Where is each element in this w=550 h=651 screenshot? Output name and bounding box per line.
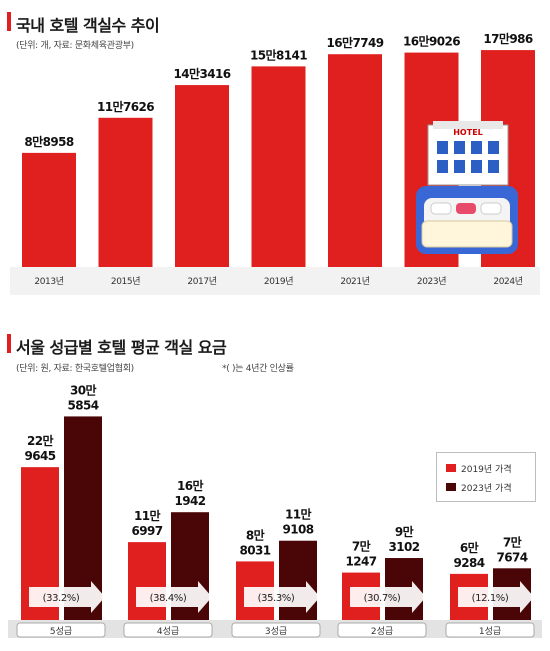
x-tick-label: 2015년 [111,276,140,287]
data-label: 3102 [389,540,420,554]
increase-arrow [458,581,534,613]
hotel-sign: HOTEL [453,128,483,137]
data-label: 15만8141 [250,47,307,62]
data-label: 11만 [134,508,160,523]
top-chart-title: 국내 호텔 객실수 추이 [16,16,160,35]
room-count-chart: 8만8958 2013년 11만7626 2015년 14만3416 2017년 15만81… [10,31,540,295]
x-axis-band [10,267,540,295]
data-label: 5854 [68,398,99,412]
increase-rate-label: (33.2%) [43,593,80,604]
bar [64,416,102,620]
data-label: 30만 [70,382,96,397]
top-title-accent-bar [7,12,11,31]
data-label: 11만7626 [97,99,154,114]
legend-label-2023: 2023년 가격 [461,483,512,494]
data-label: 11만 [285,507,311,522]
hotel-illustration-icon: HOTEL [416,121,518,254]
legend-label-2019: 2019년 가격 [461,464,512,475]
data-label: 6만 [460,540,479,555]
category-pill [123,622,213,638]
hotel-window [437,160,448,173]
legend-item-2019: 2019년 가격 [446,462,512,475]
hotel-window [454,160,465,173]
bar [22,152,76,267]
increase-arrow [244,581,320,613]
legend-swatch-2019 [446,464,456,472]
data-label: 7만 [352,539,371,554]
hotel-window [437,141,448,154]
hotel-building [427,124,509,186]
x-tick-label: 2023년 [417,276,446,287]
data-label: 1942 [175,494,206,508]
legend-item-2023: 2023년 가격 [446,481,512,494]
data-label: 8만8958 [24,134,73,149]
data-label: 7674 [497,550,528,564]
x-tick-label: 2021년 [340,276,369,287]
bottom-title-accent-bar [7,334,11,353]
data-label: 16만 [177,478,203,493]
category-pill [337,622,427,638]
hotel-window [471,141,482,154]
increase-rate-label: (30.7%) [364,593,401,604]
x-tick-label: 3성급 [265,626,287,637]
bar [175,85,229,267]
increase-arrow [29,581,105,613]
bed-pillow [430,202,452,215]
category-pill [231,622,321,638]
x-tick-label: 2성급 [371,626,393,637]
bar [251,66,306,268]
bar [279,540,317,620]
increase-rate-label: (12.1%) [472,593,509,604]
data-label: 16만9026 [403,34,460,49]
x-tick-label: 2013년 [34,276,63,287]
data-label: 22만 [27,433,53,448]
data-label: 7만 [503,534,522,549]
x-tick-label: 2019년 [264,276,293,287]
data-label: 8만 [246,527,265,542]
data-label: 9만 [395,524,414,539]
bed-pillow [480,202,502,215]
bed-blanket [421,220,513,248]
category-pill [445,622,535,638]
hotel-window [488,160,499,173]
chart-legend: 2019년 가격 2023년 가격 [436,452,536,502]
data-label: 8031 [240,543,271,557]
increase-arrow [350,581,426,613]
data-label: 14만3416 [174,66,231,81]
bottom-chart-note: *( )는 4년간 인상률 [222,364,294,374]
bar [98,117,153,267]
hotel-roof [433,121,503,129]
x-tick-label: 4성급 [157,626,179,637]
data-label: 9284 [454,556,485,570]
data-label: 16만7749 [327,35,384,50]
top-chart-source: (단위: 개, 자료: 문화체육관광부) [16,41,134,51]
x-tick-label: 2024년 [493,276,522,287]
legend-swatch-2023 [446,483,456,491]
data-label: 6997 [132,524,163,538]
category-pill [16,622,106,638]
data-label: 17만986 [483,31,532,46]
bottom-chart-title: 서울 성급별 호텔 평균 객실 요금 [16,338,227,357]
data-label: 9645 [25,449,56,463]
x-tick-label: 5성급 [50,626,72,637]
increase-arrow [136,581,212,613]
hotel-window [471,160,482,173]
bottom-chart-source: (단위: 원, 자료: 한국호텔업협회) [16,364,134,374]
bar [128,542,166,620]
bed-pillow [456,203,476,214]
increase-rate-label: (35.3%) [258,593,295,604]
data-label: 9108 [283,523,314,537]
x-tick-label: 2017년 [187,276,216,287]
increase-rate-label: (38.4%) [150,593,187,604]
bar [328,54,382,267]
x-tick-label: 1성급 [479,626,501,637]
data-label: 1247 [346,555,377,569]
hotel-window [454,141,465,154]
hotel-window [488,141,499,154]
